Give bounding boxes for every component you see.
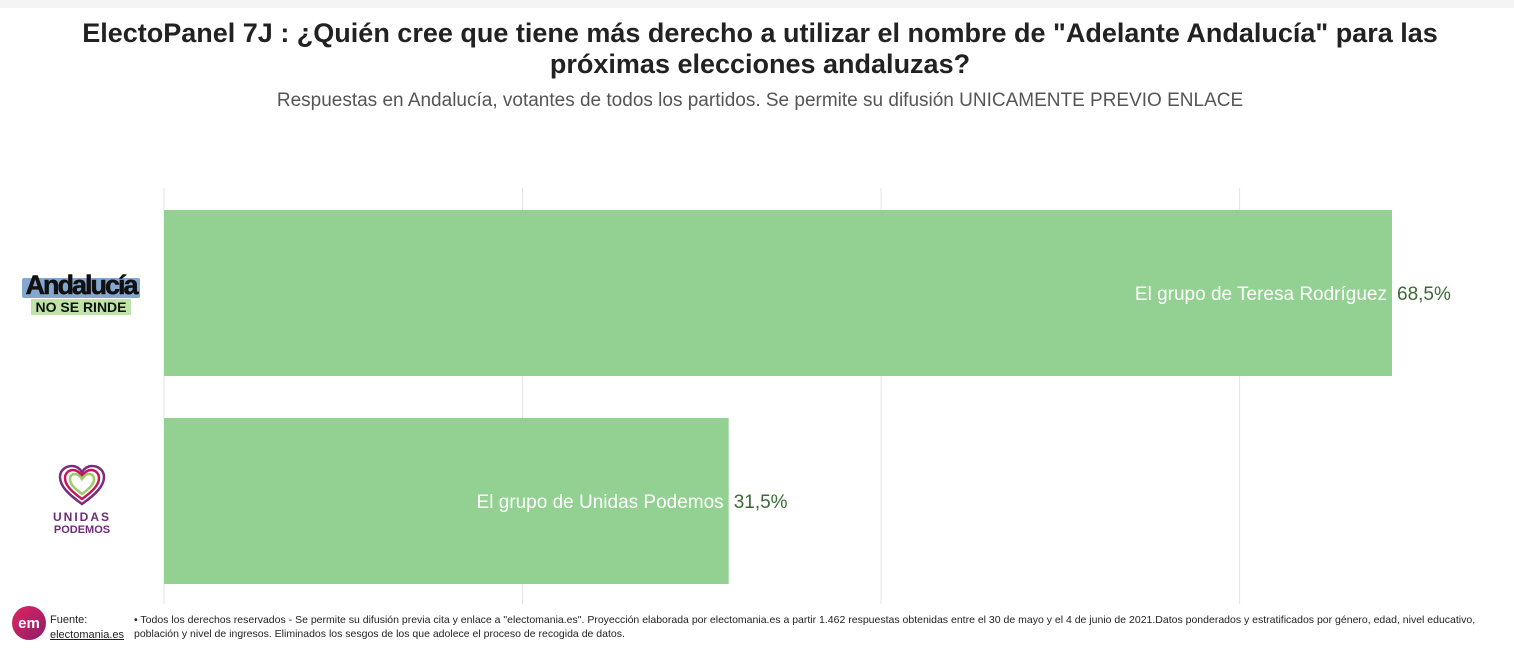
footer-notes: • Todos los derechos reservados - Se per… [134,614,1476,640]
chart-title: ElectoPanel 7J : ¿Quién cree que tiene m… [82,18,1438,79]
bar-value-label: 31,5% [734,492,788,513]
logo-text-andalucia: Andalucía [25,270,139,300]
logo-text-unidas: UNIDAS [52,510,111,524]
heart-icon [58,464,106,506]
andalucia-no-se-rinde-logo: Andalucía NO SE RINDE [14,262,148,324]
bar-category-label: El grupo de Unidas Podemos [477,492,724,513]
unidas-podemos-logo: UNIDAS PODEMOS [42,462,122,538]
top-bar [0,0,1514,8]
source-link[interactable]: electomania.es [50,629,124,641]
logo-text-no-se-rinde: NO SE RINDE [31,299,131,315]
electomania-logo: em [12,606,46,640]
bar-1 [164,210,1392,376]
logo-text-podemos: PODEMOS [53,524,111,536]
bar-value-label: 68,5% [1397,284,1451,305]
bar-2 [164,418,729,584]
bar-category-label: El grupo de Teresa Rodríguez [1135,284,1387,305]
source-label: Fuente: [50,614,88,626]
source-block: Fuente: electomania.es [50,613,124,643]
chart-subtitle: Respuestas en Andalucía, votantes de tod… [276,90,1244,111]
